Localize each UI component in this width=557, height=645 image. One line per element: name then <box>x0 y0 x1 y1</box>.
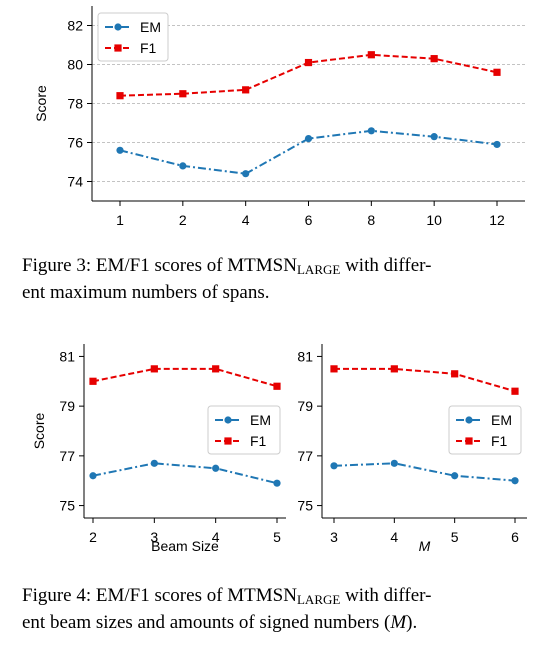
data-point-f1 <box>273 382 281 390</box>
y-tick-label: 80 <box>67 57 83 73</box>
legend-marker-f1 <box>465 437 473 445</box>
y-tick-label: 75 <box>59 498 75 514</box>
fig4a-chart: 75 77 79 81 2 3 4 5 Score Beam Size EM F1 <box>31 344 286 554</box>
legend-label-em: EM <box>250 412 271 428</box>
data-point-f1 <box>304 58 313 67</box>
y-tick-label: 81 <box>297 348 313 364</box>
data-point-em <box>116 146 124 154</box>
data-point-f1 <box>179 90 187 98</box>
data-point-f1 <box>367 51 375 59</box>
y-tick-label: 78 <box>67 96 83 112</box>
figure-4-caption-line-1: Figure 4: EM/F1 scores of MTMSNLARGE wit… <box>22 585 432 607</box>
y-axis-label: Score <box>33 85 49 122</box>
legend-label-em: EM <box>140 19 161 35</box>
legend-marker-f1 <box>114 44 122 52</box>
x-axis-label: M <box>419 538 431 554</box>
x-tick-label: 1 <box>116 212 124 228</box>
x-tick-label: 5 <box>273 529 281 545</box>
x-tick-label: 4 <box>242 212 250 228</box>
data-point-em <box>179 162 187 170</box>
y-axis-label: Score <box>31 413 47 450</box>
x-tick-label: 2 <box>89 529 97 545</box>
y-tick-label: 77 <box>59 448 75 464</box>
data-point-em <box>511 477 519 485</box>
data-point-f1 <box>390 365 398 373</box>
figure-3-caption-line-2: ent maximum numbers of spans. <box>22 282 270 303</box>
y-tick-label: 75 <box>297 498 313 514</box>
data-point-f1 <box>493 68 501 76</box>
fig4b-chart: 75 77 79 81 3 4 5 6 M EM F1 <box>297 344 527 554</box>
data-point-f1 <box>150 365 158 373</box>
data-point-f1 <box>430 55 438 63</box>
legend-label-f1: F1 <box>491 433 508 449</box>
data-point-em <box>493 140 501 149</box>
x-tick-label: 5 <box>451 529 459 545</box>
data-point-em <box>304 135 313 143</box>
y-tick-label: 79 <box>297 398 313 414</box>
y-tick-label: 82 <box>67 18 83 34</box>
data-point-f1 <box>330 365 338 373</box>
series-line-em <box>92 462 278 485</box>
data-point-f1 <box>451 370 459 378</box>
figure-4-caption-line-2: ent beam sizes and amounts of signed num… <box>22 612 418 633</box>
legend-marker-em <box>224 416 232 424</box>
y-tick-label: 74 <box>67 174 83 190</box>
series-line-em <box>333 462 516 482</box>
legend-label-f1: F1 <box>140 40 157 56</box>
legend-marker-em <box>465 416 473 424</box>
data-point-f1 <box>212 365 220 373</box>
series-line-f1 <box>334 367 516 393</box>
figure-3-caption: Figure 3: EM/F1 scores of MTMSNLARGE wit… <box>22 252 544 306</box>
legend: EM F1 <box>97 12 169 62</box>
legend-label-em: EM <box>491 412 512 428</box>
figure-4-caption: Figure 4: EM/F1 scores of MTMSNLARGE wit… <box>22 582 544 636</box>
y-tick-label: 77 <box>297 448 313 464</box>
x-tick-label: 6 <box>511 529 519 545</box>
y-tick-label: 81 <box>59 348 75 364</box>
data-point-f1 <box>116 92 124 100</box>
x-tick-label: 2 <box>179 212 187 228</box>
x-axis-label: Beam Size <box>151 538 219 554</box>
figure-3-caption-line-1: Figure 3: EM/F1 scores of MTMSNLARGE wit… <box>22 255 432 277</box>
data-point-em <box>367 127 375 135</box>
data-point-f1 <box>242 86 250 94</box>
data-point-em <box>451 472 459 480</box>
data-point-f1 <box>89 377 97 385</box>
data-point-em <box>330 462 338 470</box>
data-point-em <box>273 479 281 487</box>
x-tick-label: 8 <box>367 212 375 228</box>
legend: EM F1 <box>448 405 522 455</box>
data-point-f1 <box>511 387 519 395</box>
x-tick-label: 3 <box>150 529 158 545</box>
data-point-em <box>390 459 398 467</box>
x-tick-label: 3 <box>330 529 338 545</box>
data-point-em <box>150 459 158 467</box>
x-tick-label: 4 <box>390 529 398 545</box>
legend-marker-f1 <box>224 437 232 445</box>
y-tick-label: 76 <box>67 135 83 151</box>
data-point-em <box>89 472 97 480</box>
x-tick-label: 12 <box>489 212 505 228</box>
y-tick-label: 79 <box>59 398 75 414</box>
x-tick-label: 4 <box>212 529 220 545</box>
data-point-em <box>242 170 250 178</box>
series-line-f1 <box>92 367 278 388</box>
legend: EM F1 <box>207 405 281 455</box>
legend-marker-em <box>114 23 122 31</box>
legend-label-f1: F1 <box>250 433 267 449</box>
x-tick-label: 6 <box>305 212 313 228</box>
x-tick-label: 10 <box>426 212 442 228</box>
data-point-em <box>212 464 220 472</box>
data-point-em <box>430 133 438 141</box>
